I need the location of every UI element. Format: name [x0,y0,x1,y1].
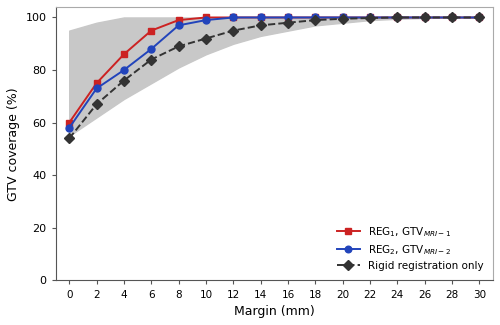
Rigid registration only [340,17,345,21]
REG$_1$, GTV$_{MRI-1}$ [394,16,400,20]
REG$_2$, GTV$_{MRI-2}$ [148,47,154,51]
REG$_2$, GTV$_{MRI-2}$ [203,18,209,22]
Legend: REG$_1$, GTV$_{MRI-1}$, REG$_2$, GTV$_{MRI-2}$, Rigid registration only: REG$_1$, GTV$_{MRI-1}$, REG$_2$, GTV$_{M… [332,221,488,275]
Rigid registration only [394,16,400,20]
Rigid registration only [94,102,100,106]
Rigid registration only [176,45,182,48]
REG$_1$, GTV$_{MRI-1}$ [449,16,455,20]
REG$_1$, GTV$_{MRI-1}$ [203,16,209,20]
Y-axis label: GTV coverage (%): GTV coverage (%) [7,87,20,201]
REG$_1$, GTV$_{MRI-1}$ [176,18,182,22]
REG$_2$, GTV$_{MRI-2}$ [312,16,318,20]
REG$_1$, GTV$_{MRI-1}$ [312,16,318,20]
REG$_1$, GTV$_{MRI-1}$ [230,16,236,20]
REG$_2$, GTV$_{MRI-2}$ [449,16,455,20]
Rigid registration only [312,18,318,22]
REG$_1$, GTV$_{MRI-1}$ [258,16,264,20]
REG$_2$, GTV$_{MRI-2}$ [94,86,100,90]
REG$_2$, GTV$_{MRI-2}$ [176,23,182,27]
Rigid registration only [258,23,264,27]
REG$_2$, GTV$_{MRI-2}$ [367,16,373,20]
Rigid registration only [449,16,455,20]
REG$_2$, GTV$_{MRI-2}$ [230,16,236,20]
REG$_1$, GTV$_{MRI-1}$ [476,16,482,20]
Rigid registration only [230,29,236,32]
REG$_2$, GTV$_{MRI-2}$ [285,16,291,20]
REG$_1$, GTV$_{MRI-1}$ [66,121,72,124]
Rigid registration only [66,136,72,140]
REG$_2$, GTV$_{MRI-2}$ [340,16,345,20]
REG$_1$, GTV$_{MRI-1}$ [94,81,100,85]
REG$_2$, GTV$_{MRI-2}$ [394,16,400,20]
Line: REG$_2$, GTV$_{MRI-2}$: REG$_2$, GTV$_{MRI-2}$ [66,14,483,131]
REG$_1$, GTV$_{MRI-1}$ [367,16,373,20]
Rigid registration only [422,16,428,20]
REG$_2$, GTV$_{MRI-2}$ [258,16,264,20]
Rigid registration only [476,16,482,20]
Rigid registration only [203,36,209,40]
Line: Rigid registration only: Rigid registration only [66,14,483,142]
REG$_2$, GTV$_{MRI-2}$ [422,16,428,20]
Line: REG$_1$, GTV$_{MRI-1}$: REG$_1$, GTV$_{MRI-1}$ [66,14,483,126]
REG$_2$, GTV$_{MRI-2}$ [121,68,127,72]
Rigid registration only [285,21,291,25]
X-axis label: Margin (mm): Margin (mm) [234,305,314,318]
Rigid registration only [367,16,373,20]
REG$_1$, GTV$_{MRI-1}$ [285,16,291,20]
Rigid registration only [121,79,127,83]
REG$_1$, GTV$_{MRI-1}$ [340,16,345,20]
REG$_1$, GTV$_{MRI-1}$ [148,29,154,32]
Rigid registration only [148,58,154,61]
REG$_1$, GTV$_{MRI-1}$ [422,16,428,20]
REG$_1$, GTV$_{MRI-1}$ [121,52,127,56]
REG$_2$, GTV$_{MRI-2}$ [476,16,482,20]
REG$_2$, GTV$_{MRI-2}$ [66,126,72,130]
